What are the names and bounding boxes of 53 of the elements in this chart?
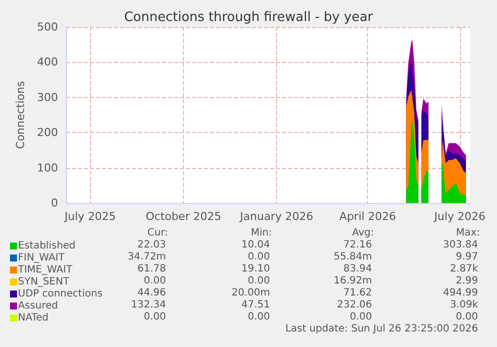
x-tick-label: April 2026 [339, 210, 396, 223]
y-axis-title: Connections [14, 80, 27, 149]
text: Avg: [352, 228, 374, 238]
text: 19.10 [241, 264, 270, 274]
text: 20.00m [232, 288, 270, 298]
legend-label: UDP connections [18, 288, 103, 300]
text: 0.00 [350, 312, 372, 322]
text: 0.00 [144, 312, 166, 322]
text: 9.97 [456, 252, 478, 262]
chart-title: Connections through firewall - by year [124, 10, 374, 25]
legend-label: Assured [18, 300, 58, 312]
text: Cur: [147, 228, 168, 238]
text: 22.03 [137, 240, 166, 250]
y-tick-label: 0 [51, 196, 58, 210]
text: 0.00 [248, 312, 270, 322]
text: 2.87k [450, 264, 478, 274]
x-tick-label: October 2025 [146, 210, 222, 223]
text: 0.00 [456, 312, 478, 322]
text: 0.00 [144, 276, 166, 286]
legend-label: NATed [18, 312, 48, 324]
text: 0.00 [248, 252, 270, 262]
text: Max: [456, 228, 480, 238]
text: 0.00 [248, 276, 270, 286]
x-tick-label: January 2026 [239, 210, 314, 223]
text: 2.99 [456, 276, 478, 286]
legend-label: FIN_WAIT [18, 252, 66, 264]
text: 61.78 [137, 264, 166, 274]
y-tick-label: 300 [37, 90, 58, 104]
text: 83.94 [343, 264, 372, 274]
x-tick-label: July 2025 [64, 210, 116, 223]
text: 47.51 [241, 300, 270, 310]
y-tick-label: 500 [37, 20, 58, 34]
x-tick-label: July 2026 [433, 210, 486, 223]
text: 34.72m [128, 252, 166, 262]
y-tick-label: 200 [37, 126, 58, 140]
y-tick-label: 400 [37, 56, 58, 69]
text: Last update: Sun Jul 26 23:25:00 2026 [285, 324, 478, 334]
legend-label: Established [18, 240, 76, 252]
text: 303.84 [443, 240, 478, 250]
text: 16.92m [334, 276, 372, 286]
text: 232.06 [337, 300, 372, 310]
text: 55.84m [334, 252, 372, 262]
legend-label: TIME_WAIT [17, 264, 74, 276]
text: 494.99 [443, 288, 478, 298]
text: Min: [250, 228, 272, 238]
text: 71.62 [343, 288, 372, 298]
text: 10.04 [241, 240, 270, 250]
text: 72.16 [343, 240, 372, 250]
y-tick-label: 100 [37, 161, 58, 174]
text: 44.96 [137, 288, 166, 298]
text: 3.09k [450, 300, 478, 310]
text: 132.34 [131, 300, 166, 310]
legend-label: SYN_SENT [18, 276, 70, 288]
